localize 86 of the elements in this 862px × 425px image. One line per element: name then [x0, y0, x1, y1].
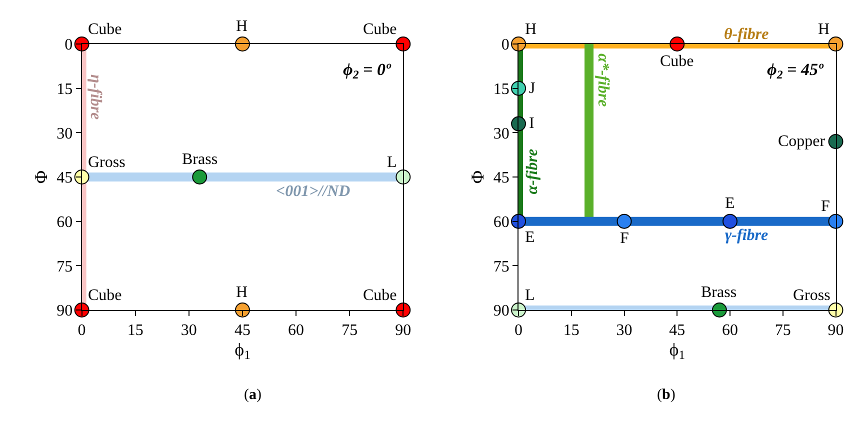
- x-tick-label: 15: [127, 322, 144, 340]
- x-tick-label: 0: [78, 322, 86, 340]
- y-tick-label: 15: [56, 80, 73, 98]
- text: α-fibre: [524, 148, 541, 194]
- annotation: Cube: [660, 53, 694, 70]
- y-axis-title: Φ: [30, 170, 51, 184]
- annotation: L: [525, 287, 535, 304]
- point: [712, 302, 727, 318]
- text: ϕ$_{2}$ = 45º: [767, 60, 824, 82]
- annotation: H: [525, 21, 537, 38]
- annotation: I: [529, 115, 534, 132]
- point: [396, 302, 411, 318]
- point: [234, 36, 250, 52]
- x-tick-label: 0: [514, 322, 523, 340]
- point: [828, 214, 844, 229]
- y-tick-label: 30: [56, 125, 73, 142]
- text: (a): [244, 387, 262, 403]
- point: [511, 36, 526, 52]
- point: [396, 36, 411, 52]
- y-tick-label: 75: [56, 258, 73, 276]
- x-tick-label: 45: [234, 322, 250, 340]
- annotation: E: [725, 195, 735, 212]
- y-tick-label: 30: [493, 125, 510, 142]
- point: [828, 134, 844, 150]
- y-tick-label: 45: [56, 170, 73, 187]
- text: α*-fibre: [594, 53, 612, 107]
- text: ϕ$_{2}$ = 0º: [343, 60, 392, 82]
- x-tick-label: 90: [395, 322, 412, 340]
- point: [511, 214, 526, 229]
- y-tick-label: 60: [56, 214, 73, 231]
- x-tick-label: 15: [563, 322, 580, 340]
- x-tick-label: 60: [722, 322, 738, 340]
- y-tick-label: 45: [493, 170, 510, 187]
- point: [192, 170, 208, 184]
- y-tick-label: 0: [64, 36, 73, 54]
- annotation: Gross: [88, 154, 126, 171]
- x-tick-label: 60: [288, 322, 304, 340]
- series-label: <001>//ND: [276, 183, 351, 200]
- annotation: F: [620, 230, 629, 247]
- x-axis-title: ϕ$_{1}$: [669, 339, 686, 362]
- point: [670, 36, 685, 52]
- point: [828, 302, 844, 318]
- text: η-fibre: [87, 74, 104, 120]
- y-tick-label: 0: [501, 36, 510, 54]
- annotation: Copper: [778, 133, 826, 150]
- point: [396, 170, 411, 184]
- annotation: E: [525, 229, 535, 246]
- annotation: L: [387, 154, 397, 171]
- annotation: Brass: [701, 284, 737, 301]
- x-tick-label: 30: [616, 322, 632, 340]
- point: [511, 116, 526, 132]
- annotation: J: [529, 80, 536, 97]
- x-tick-label: 75: [342, 322, 358, 340]
- x-axis-title: ϕ$_{1}$: [234, 339, 250, 362]
- annotation: Cube: [363, 21, 397, 38]
- x-tick-label: 90: [828, 322, 844, 340]
- y-tick-label: 90: [493, 302, 510, 320]
- x-tick-label: 30: [180, 322, 197, 340]
- annotation: Gross: [793, 287, 830, 304]
- y-tick-label: 15: [493, 80, 510, 98]
- point: [74, 170, 90, 184]
- annotation: F: [821, 198, 830, 215]
- text: (b): [657, 387, 676, 403]
- y-tick-label: 60: [493, 214, 510, 231]
- y-tick-label: 75: [493, 258, 510, 276]
- point: [74, 36, 90, 52]
- annotation: H: [818, 21, 830, 38]
- point: [511, 80, 526, 96]
- point: [74, 302, 90, 318]
- series-label: θ-fibre: [724, 26, 769, 43]
- point: [616, 214, 632, 229]
- annotation: Cube: [363, 287, 397, 304]
- x-tick-label: 45: [669, 322, 686, 340]
- annotation: Cube: [88, 287, 122, 304]
- point: [234, 302, 250, 318]
- y-axis-title: Φ: [468, 170, 488, 184]
- point: [828, 36, 844, 52]
- x-tick-label: 75: [774, 322, 791, 340]
- annotation: Cube: [88, 21, 122, 38]
- annotation: Brass: [182, 151, 218, 168]
- y-tick-label: 90: [56, 302, 73, 320]
- series-label: γ-fibre: [725, 227, 768, 244]
- annotation: H: [236, 18, 248, 35]
- annotation: H: [236, 284, 248, 301]
- point: [511, 302, 526, 318]
- point: [722, 214, 738, 229]
